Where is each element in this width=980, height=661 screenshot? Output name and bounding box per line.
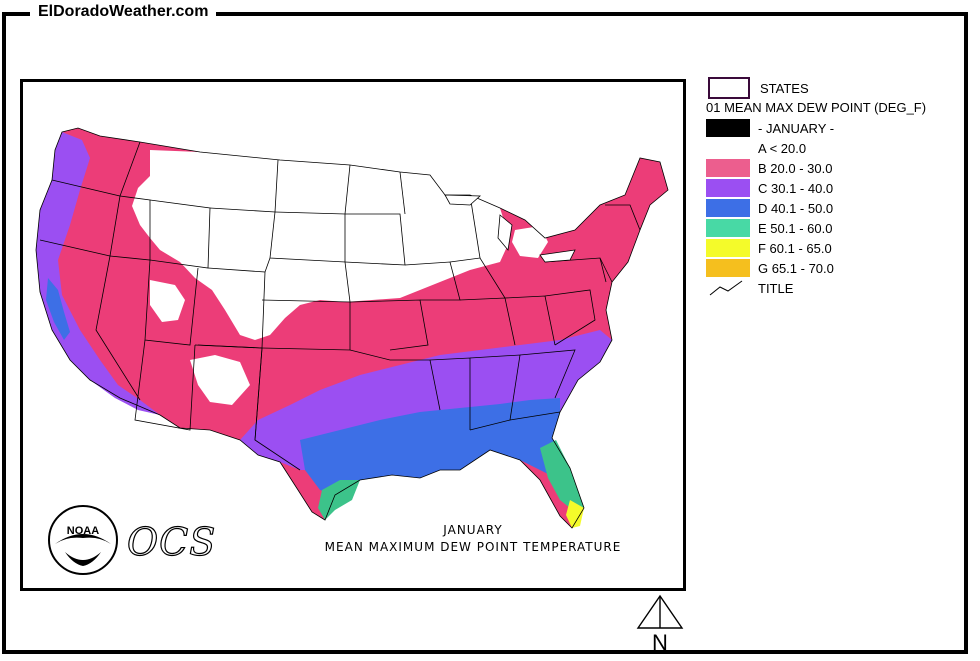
legend-class-label: C 30.1 - 40.0 (758, 180, 834, 196)
legend-title-label: TITLE (758, 280, 794, 296)
legend-class-swatch (706, 199, 750, 217)
noaa-logo-text: NOAA (67, 525, 99, 537)
legend-class-swatch (706, 239, 750, 257)
map-caption: JANUARY MEAN MAXIMUM DEW POINT TEMPERATU… (323, 522, 623, 556)
legend-class-label: F 60.1 - 65.0 (758, 240, 832, 256)
zone-e-green-texas (318, 480, 360, 520)
zone-a-white-north (132, 150, 510, 340)
legend-month-label: - JANUARY - (758, 120, 835, 136)
zone-a-white-great-basin (150, 280, 185, 322)
legend: STATES 01 MEAN MAX DEW POINT (DEG_F) - J… (706, 77, 976, 298)
legend-class-swatch (706, 159, 750, 177)
north-label: N (652, 630, 668, 654)
legend-class-label: G 65.1 - 70.0 (758, 260, 834, 276)
zone-e-green-florida (540, 440, 584, 512)
legend-class-swatch (706, 179, 750, 197)
ocs-logo: OCS (126, 519, 217, 564)
month-swatch (706, 119, 750, 137)
legend-title-row: TITLE (706, 278, 976, 298)
legend-class-label: A < 20.0 (758, 140, 807, 156)
dew-point-map (35, 127, 669, 529)
legend-class-row: E 50.1 - 60.0 (706, 218, 976, 238)
caption-month: JANUARY (443, 523, 503, 537)
legend-layer-title: 01 MEAN MAX DEW POINT (DEG_F) (706, 100, 927, 115)
map-panel: NOAA OCS JANUARY MEAN MAXIMUM DEW POINT … (20, 79, 686, 591)
legend-class-label: B 20.0 - 30.0 (758, 160, 833, 176)
outer-frame (2, 12, 968, 654)
site-title: ElDoradoWeather.com (30, 3, 217, 21)
north-arrow-icon: N (636, 594, 684, 654)
title-line-icon (709, 280, 743, 296)
great-lakes (444, 194, 576, 263)
legend-class-row: G 65.1 - 70.0 (706, 258, 976, 278)
legend-states-row: STATES (706, 77, 976, 99)
legend-class-swatch (706, 259, 750, 277)
legend-class-row: B 20.0 - 30.0 (706, 158, 976, 178)
states-swatch (708, 77, 750, 99)
legend-class-swatch (706, 219, 750, 237)
zone-d-blue-california (46, 278, 70, 340)
noaa-logo: NOAA (48, 505, 118, 575)
zone-a-white-michigan (512, 226, 548, 258)
legend-states-label: STATES (760, 80, 809, 96)
legend-class-row: A < 20.0 (706, 138, 976, 158)
legend-month-row: - JANUARY - (706, 118, 976, 138)
legend-class-swatch (706, 139, 750, 157)
zone-a-white-four-corners (190, 355, 250, 405)
state-boundaries (35, 127, 669, 529)
legend-class-row: F 60.1 - 65.0 (706, 238, 976, 258)
zone-f-yellow-florida (566, 500, 584, 528)
legend-class-label: E 50.1 - 60.0 (758, 220, 833, 236)
legend-class-label: D 40.1 - 50.0 (758, 200, 834, 216)
caption-title: MEAN MAXIMUM DEW POINT TEMPERATURE (324, 540, 622, 554)
legend-class-row: D 40.1 - 50.0 (706, 198, 976, 218)
zone-c-purple-pacific (36, 132, 160, 415)
legend-class-row: C 30.1 - 40.0 (706, 178, 976, 198)
legend-classes: A < 20.0 B 20.0 - 30.0 C 30.1 - 40.0 D 40.1… (706, 138, 976, 278)
